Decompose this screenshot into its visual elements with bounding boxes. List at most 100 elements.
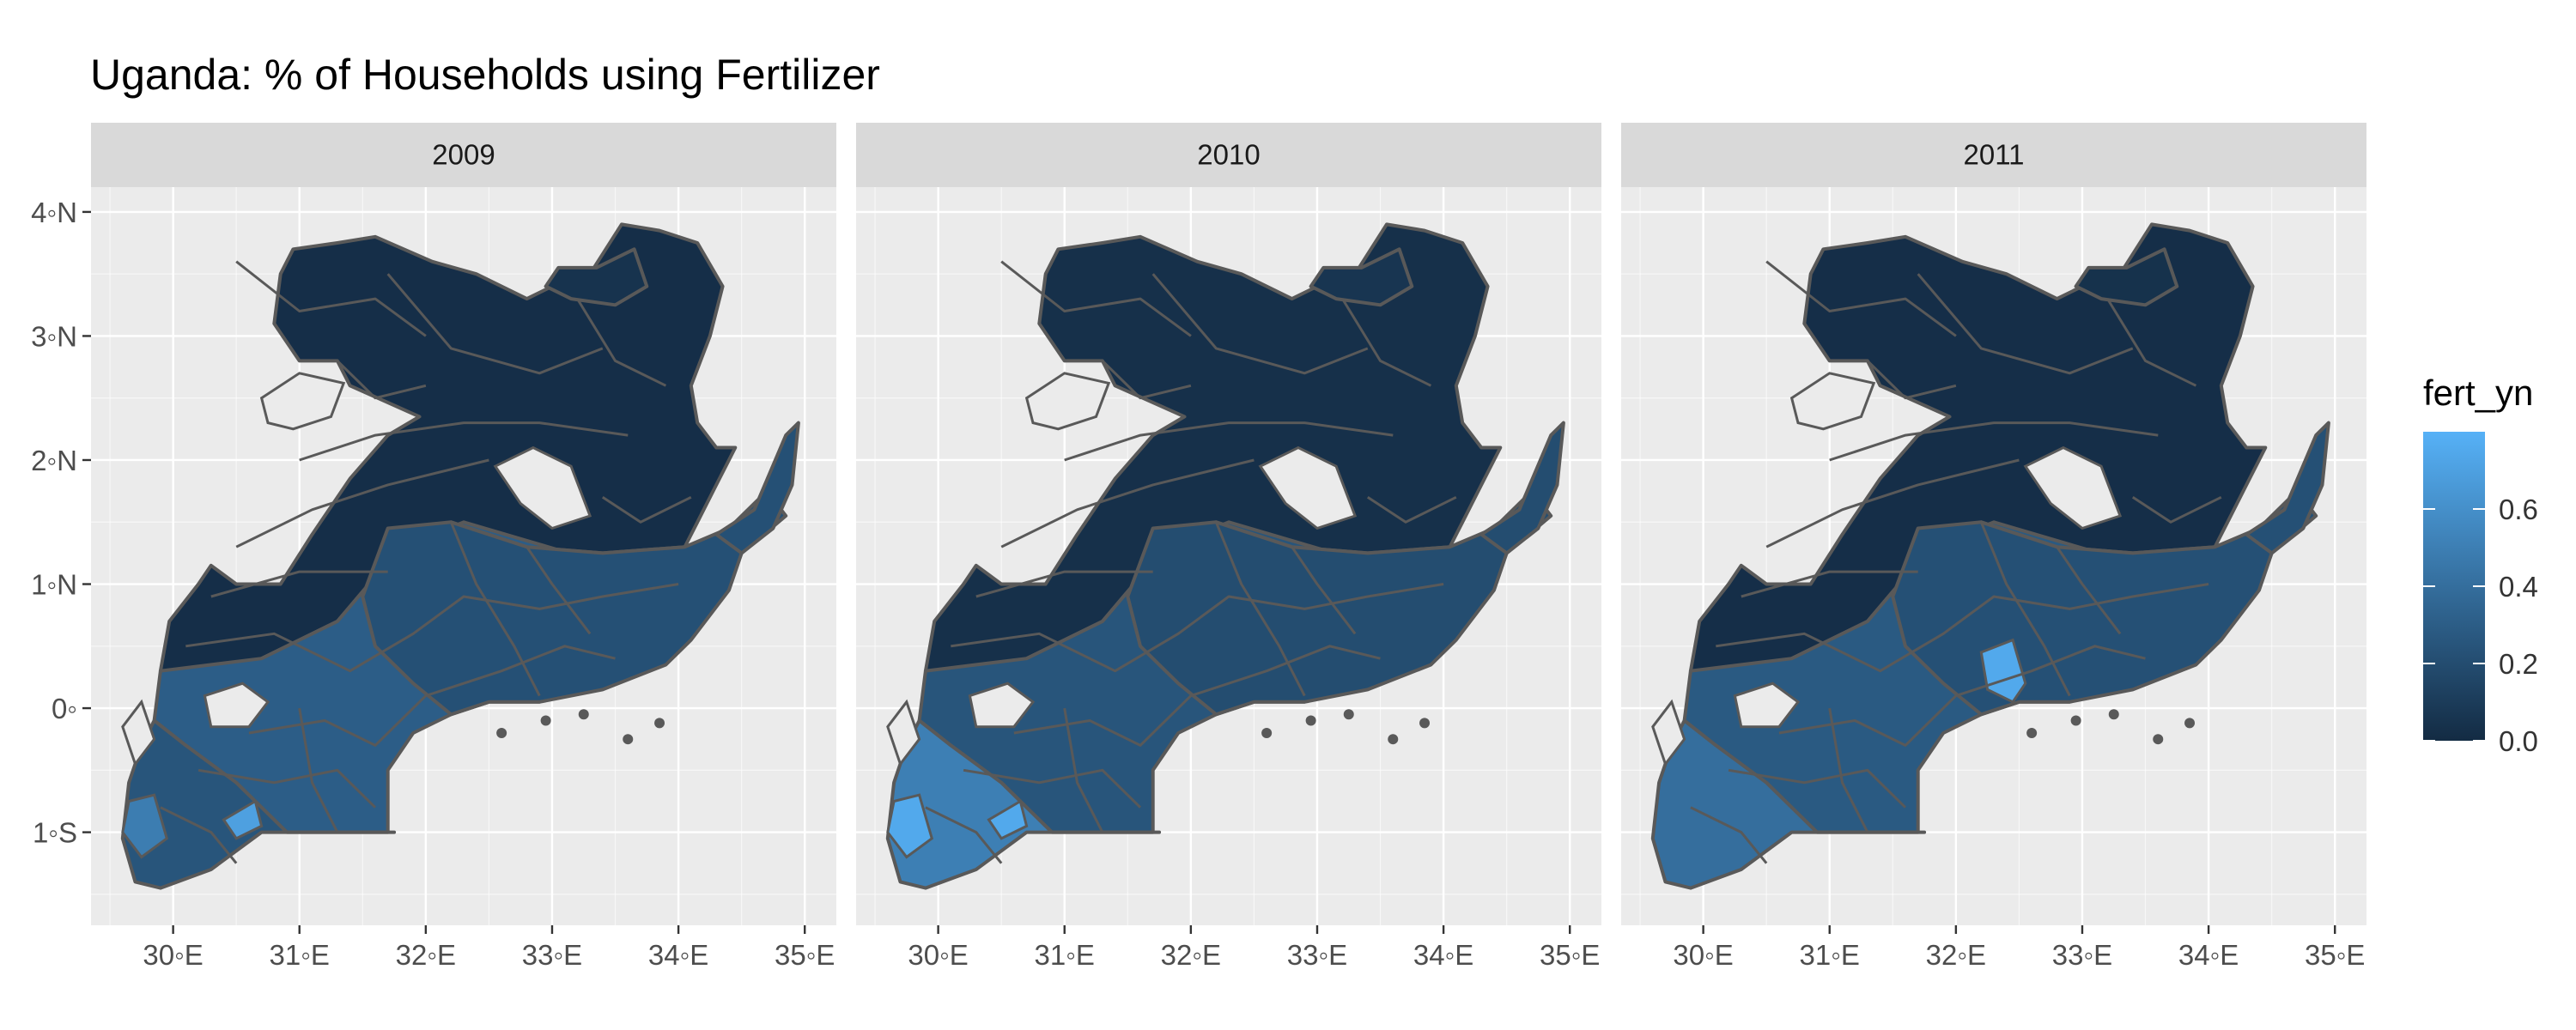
district-border	[1366, 495, 1457, 524]
y-tick-label: 2◦N	[31, 445, 77, 476]
district-border	[197, 768, 377, 809]
district-border	[235, 458, 489, 548]
island	[2153, 734, 2164, 745]
region-southwest-border-district	[121, 793, 169, 859]
facet-label-2011: 2011	[1964, 139, 2025, 171]
district-border	[526, 546, 592, 635]
district-border	[1063, 707, 1104, 833]
district-border	[963, 768, 1142, 809]
district-border	[1341, 298, 1432, 387]
x-tick-label: 31◦E	[270, 939, 330, 971]
district-border	[386, 273, 604, 375]
district-border	[1829, 421, 2159, 462]
island	[2026, 727, 2038, 738]
chart-title: Uganda: % of Households using Fertilizer	[90, 51, 880, 99]
legend-ticks: 0.0 0.2 0.4 0.6	[2423, 494, 2538, 757]
island	[1388, 734, 1399, 745]
district-border	[925, 806, 1003, 864]
district-border	[1000, 260, 1192, 337]
lake-george	[968, 682, 1036, 729]
x-tick-label: 35◦E	[1540, 939, 1600, 971]
facet-panel-2009: 2009 30◦E 31◦E 32◦E 33◦E 34◦E 35◦E	[91, 123, 836, 971]
x-tick-label: 32◦E	[1926, 939, 1986, 971]
district-border	[975, 570, 1153, 598]
region-mount-elgon	[2245, 421, 2330, 555]
district-border	[235, 260, 427, 337]
district-border	[1690, 806, 1768, 864]
district-border	[299, 421, 629, 462]
lake-kyoga	[2023, 445, 2123, 530]
legend-tick-label: 0.0	[2499, 725, 2538, 757]
x-tick-label: 30◦E	[1673, 939, 1733, 971]
district-border	[2131, 495, 2222, 524]
y-axis: 4◦N 3◦N 2◦N 1◦N 0◦ 1◦S	[31, 197, 91, 849]
district-border	[951, 583, 1444, 673]
district-border	[1291, 546, 1357, 635]
lake-kyoga	[493, 445, 592, 530]
island	[654, 718, 665, 729]
x-tick-label: 30◦E	[143, 939, 203, 971]
island	[623, 734, 634, 745]
district-border	[1917, 273, 2134, 375]
district-border	[298, 707, 339, 833]
district-border	[1741, 570, 1918, 598]
region-southwest	[885, 718, 1162, 890]
island	[578, 709, 589, 720]
district-border	[1728, 768, 1907, 809]
facet-label-2009: 2009	[432, 139, 495, 171]
island	[496, 727, 507, 738]
x-tick-label: 35◦E	[2305, 939, 2365, 971]
district-border	[1000, 458, 1255, 548]
island	[1419, 718, 1431, 729]
island	[2070, 715, 2081, 726]
x-tick-label: 32◦E	[396, 939, 456, 971]
district-border	[1151, 273, 1369, 375]
lake-albert	[259, 372, 346, 431]
region-southwest	[120, 718, 397, 890]
y-tick-label: 0◦	[52, 693, 77, 724]
island	[1261, 727, 1273, 738]
lake-albert	[1789, 372, 1876, 431]
lake-george	[1733, 682, 1801, 729]
district-border	[2056, 546, 2122, 635]
region-southwest	[1650, 718, 1927, 890]
district-border	[1013, 645, 1381, 747]
x-tick-label: 31◦E	[1800, 939, 1860, 971]
facet-strip	[856, 123, 1601, 187]
region-central-hotspot	[1979, 638, 2027, 704]
lake-edward	[1651, 699, 1686, 767]
lake-kyoga	[1258, 445, 1358, 530]
district-border	[2106, 298, 2197, 387]
legend: fert_yn 0.0 0.2 0.4 0.6	[2423, 373, 2538, 757]
facet-panel-2010: 2010 30◦E 31◦E 32◦E 33◦E 34◦E 35◦E	[856, 123, 1601, 971]
y-tick-label: 1◦N	[31, 569, 77, 601]
island	[1305, 715, 1316, 726]
x-tick-label: 33◦E	[2052, 939, 2112, 971]
facet-panel-2011: 2011 30◦E 31◦E 32◦E 33◦E 34◦E 35◦E	[1621, 123, 2366, 971]
x-tick-label: 35◦E	[775, 939, 835, 971]
x-tick-label: 34◦E	[2178, 939, 2239, 971]
legend-tick-label: 0.6	[2499, 494, 2538, 525]
legend-tick-label: 0.4	[2499, 571, 2538, 603]
facet-label-2010: 2010	[1197, 139, 1260, 171]
district-border	[1778, 645, 2146, 747]
facet-panels: 2009 30◦E 31◦E 32◦E 33◦E 34◦E 35◦E 2010 30◦E 31◦E…	[91, 123, 2366, 971]
x-tick-label: 31◦E	[1035, 939, 1095, 971]
district-border	[248, 645, 616, 747]
island	[540, 715, 551, 726]
region-southwest-border-district	[886, 793, 934, 859]
legend-title: fert_yn	[2423, 373, 2533, 413]
region-mount-elgon	[1479, 421, 1565, 555]
region-mount-elgon	[714, 421, 800, 555]
district-border	[1765, 458, 2020, 548]
lake-albert	[1024, 372, 1111, 431]
x-tick-label: 32◦E	[1161, 939, 1221, 971]
facet-strip	[91, 123, 836, 187]
x-tick-label: 30◦E	[908, 939, 968, 971]
lake-edward	[886, 699, 921, 767]
district-border	[1214, 521, 1306, 697]
legend-tick-label: 0.2	[2499, 648, 2538, 680]
district-border	[1866, 360, 1957, 400]
district-border	[1716, 583, 2209, 673]
